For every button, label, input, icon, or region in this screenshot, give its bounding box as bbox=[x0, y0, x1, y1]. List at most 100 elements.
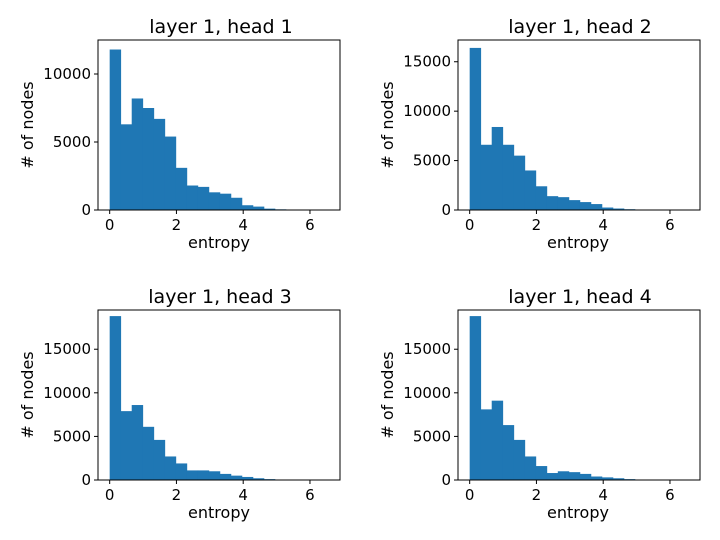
histogram-bar bbox=[480, 144, 493, 210]
x-tick-label: 2 bbox=[532, 486, 542, 504]
x-tick-label: 4 bbox=[598, 486, 608, 504]
histogram-bar bbox=[219, 193, 232, 210]
histogram-bar bbox=[263, 208, 276, 210]
x-tick-label: 4 bbox=[238, 216, 248, 234]
y-axis-label: # of nodes bbox=[378, 81, 397, 168]
histogram-bar bbox=[524, 456, 537, 480]
histogram-bars bbox=[469, 316, 647, 480]
y-tick-label: 0 bbox=[441, 471, 451, 489]
chart-title: layer 1, head 2 bbox=[508, 16, 651, 38]
x-tick-label: 4 bbox=[238, 486, 248, 504]
x-tick-label: 2 bbox=[532, 216, 542, 234]
x-tick-label: 2 bbox=[172, 216, 182, 234]
x-tick-label: 6 bbox=[305, 216, 315, 234]
histogram-bar bbox=[502, 144, 515, 210]
histogram-bar bbox=[164, 136, 177, 210]
histogram-bar bbox=[142, 426, 155, 480]
x-tick-label: 4 bbox=[598, 216, 608, 234]
y-axis-label: # of nodes bbox=[18, 81, 37, 168]
x-tick-label: 2 bbox=[172, 486, 182, 504]
histogram-bar bbox=[590, 204, 603, 210]
y-tick-label: 5000 bbox=[53, 427, 91, 445]
histogram-bar bbox=[153, 118, 166, 210]
histogram-bar bbox=[131, 98, 144, 210]
x-tick-label: 0 bbox=[105, 216, 115, 234]
histogram-bar bbox=[579, 202, 592, 210]
histogram-bar bbox=[557, 197, 570, 210]
x-axis-label: entropy bbox=[547, 503, 609, 522]
y-tick-label: 15000 bbox=[403, 53, 451, 71]
histogram-bar bbox=[524, 170, 537, 210]
y-tick-label: 0 bbox=[441, 201, 451, 219]
histogram-bar bbox=[142, 108, 155, 210]
chart-title: layer 1, head 1 bbox=[149, 16, 292, 38]
histogram-bar bbox=[175, 463, 188, 480]
y-tick-label: 10000 bbox=[403, 102, 451, 120]
axes-frame bbox=[97, 39, 341, 211]
histogram-bar bbox=[601, 477, 614, 480]
axes-frame bbox=[457, 309, 701, 481]
histogram-bars bbox=[469, 47, 647, 210]
histogram-bar bbox=[612, 208, 625, 210]
histogram-bar bbox=[109, 49, 122, 210]
histogram-bar bbox=[208, 192, 221, 210]
histogram-bar bbox=[252, 206, 265, 210]
x-tick-label: 6 bbox=[665, 216, 675, 234]
histogram-bar bbox=[513, 439, 526, 480]
axis-ticks: 0 2 4 6 0 5000 10000 15000 bbox=[403, 340, 674, 504]
x-tick-label: 6 bbox=[665, 486, 675, 504]
histogram-bar bbox=[252, 478, 265, 480]
x-axis-label: entropy bbox=[188, 503, 250, 522]
histogram-bar bbox=[219, 473, 232, 480]
histogram-bar bbox=[513, 155, 526, 210]
y-axis-label: # of nodes bbox=[378, 351, 397, 438]
histogram-bar bbox=[480, 409, 493, 480]
histogram-bar bbox=[120, 124, 133, 210]
histogram-bar bbox=[120, 411, 133, 480]
axis-ticks: 0 2 4 6 0 5000 10000 15000 bbox=[43, 340, 314, 504]
y-tick-label: 10000 bbox=[403, 384, 451, 402]
axis-ticks: 0 2 4 6 0 5000 10000 bbox=[43, 65, 314, 234]
y-tick-label: 5000 bbox=[413, 152, 451, 170]
y-tick-label: 10000 bbox=[43, 384, 91, 402]
x-tick-label: 6 bbox=[305, 486, 315, 504]
histogram-bar bbox=[502, 425, 515, 480]
histogram-bar bbox=[491, 400, 504, 480]
histogram-bar bbox=[579, 473, 592, 480]
y-tick-label: 10000 bbox=[43, 65, 91, 83]
histogram-bar bbox=[109, 316, 122, 480]
histogram-bar bbox=[546, 473, 559, 480]
x-axis-label: entropy bbox=[547, 233, 609, 252]
histogram-bar bbox=[131, 405, 144, 480]
subplot-layer1-head1: layer 1, head 1 entropy # of nodes 0 2 4 60… bbox=[18, 16, 341, 252]
chart-title: layer 1, head 3 bbox=[148, 286, 291, 308]
histogram-bar bbox=[164, 456, 177, 480]
y-tick-label: 15000 bbox=[43, 340, 91, 358]
axis-ticks: 0 2 4 6 0 5000 10000 15000 bbox=[403, 53, 674, 234]
histogram-bar bbox=[568, 200, 581, 210]
histogram-bar bbox=[208, 471, 221, 480]
histogram-bar bbox=[557, 471, 570, 480]
y-tick-label: 5000 bbox=[413, 427, 451, 445]
histogram-bar bbox=[186, 185, 199, 210]
histogram-bar bbox=[197, 470, 210, 480]
histogram-bar bbox=[230, 475, 243, 480]
y-tick-label: 5000 bbox=[53, 133, 91, 151]
histogram-bar bbox=[601, 207, 614, 210]
histogram-bar bbox=[186, 470, 199, 480]
y-tick-label: 15000 bbox=[403, 340, 451, 358]
histogram-bar bbox=[590, 476, 603, 480]
subplot-layer1-head3: layer 1, head 3 entropy # of nodes 0 2 4 60… bbox=[18, 286, 341, 522]
histogram-bar bbox=[535, 186, 548, 210]
histogram-bar bbox=[535, 466, 548, 480]
histogram-bar bbox=[469, 47, 482, 210]
subplot-layer1-head4: layer 1, head 4 entropy # of nodes 0 2 4 60… bbox=[378, 286, 701, 522]
histogram-bar bbox=[612, 478, 625, 480]
y-tick-label: 0 bbox=[81, 201, 91, 219]
y-axis-label: # of nodes bbox=[18, 351, 37, 438]
x-tick-label: 0 bbox=[465, 486, 475, 504]
axes-frame bbox=[457, 39, 701, 211]
subplot-layer1-head2: layer 1, head 2 entropy # of nodes 0 2 4 60… bbox=[378, 16, 701, 252]
histogram-bar bbox=[491, 126, 504, 210]
